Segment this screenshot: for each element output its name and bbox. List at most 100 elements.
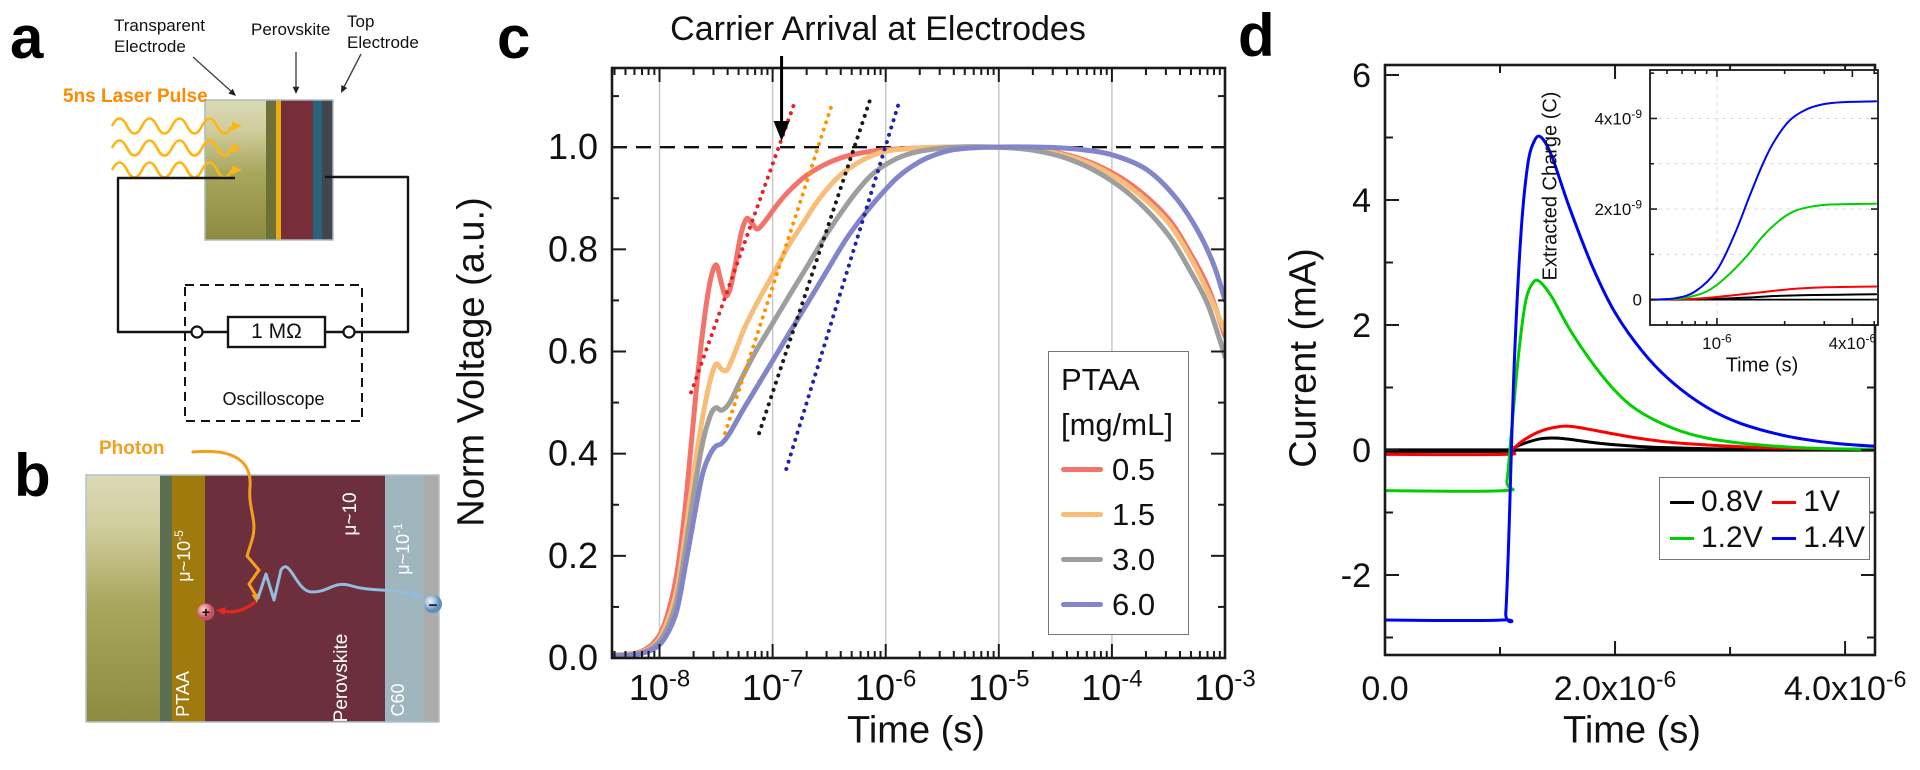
layer-top-electrode	[322, 100, 333, 240]
x-tick-label: 2.0x10-6	[1554, 666, 1677, 708]
oscilloscope-box	[184, 284, 363, 422]
series-1.5	[612, 144, 1225, 658]
panel-d-letter: d	[1238, 2, 1275, 69]
legend-entry-label: 1.4V	[1803, 521, 1865, 554]
wire-left	[116, 176, 235, 334]
electron-path	[256, 565, 418, 602]
panel-b-letter: b	[14, 442, 51, 509]
panel-d-legend: 0.8V 1V 1.2V 1.4V	[1659, 477, 1870, 560]
legend-entry: 1.2V	[1670, 520, 1772, 556]
oscilloscope-label: Oscilloscope	[222, 389, 325, 409]
panel-c-chart: 10-8 10-7 10-6 10-5 10-4 10-3 0.0 0.2 0.4 0.6 0.8 1…	[548, 56, 1256, 708]
panel-d-chart: 0.0 2.0x10-6 4.0x10-6 -2 0 2 4 6	[1341, 57, 1907, 708]
legend-entry-label: 6.0	[1112, 586, 1156, 622]
series-swatch	[1061, 557, 1103, 562]
panel-a-diagram	[110, 52, 410, 422]
callout-arrow	[342, 53, 362, 90]
inset-ylabel: Extracted Charge (C)	[1539, 91, 1562, 281]
inset-y-tick-label: 2x10-9	[1594, 198, 1642, 219]
series-swatch	[1772, 536, 1797, 540]
callout-line: Electrode	[347, 33, 419, 53]
legend-entry: 3.0	[1061, 537, 1188, 582]
legend-entry: 1V	[1772, 484, 1865, 520]
inset-x-tick-label: 4x10-6	[1829, 332, 1877, 353]
legend-entry-label: 1.5	[1112, 496, 1156, 532]
callout-arrow	[192, 56, 234, 94]
series-1.4V	[1385, 134, 1875, 624]
legend-entry: 0.5	[1061, 447, 1188, 492]
y-tick-label: 0.6	[548, 331, 598, 372]
panel-d-xlabel: Time (s)	[1563, 709, 1701, 752]
hole-sphere	[197, 603, 215, 621]
arrowhead	[292, 86, 300, 94]
laser-label: 5ns Laser Pulse	[63, 86, 208, 107]
layer-glass	[86, 475, 160, 722]
inset-series	[1650, 100, 1878, 301]
panel-a-letter: a	[10, 4, 44, 71]
panel-c-letter: c	[497, 4, 531, 71]
ptaa-layer-label: PTAA	[173, 671, 193, 717]
legend-title-line: PTAA	[1061, 362, 1140, 397]
terminal	[342, 325, 356, 339]
inset-xlabel: Time (s)	[1725, 354, 1799, 377]
arrowhead	[341, 85, 348, 93]
x-tick-label: 0.0	[1361, 670, 1408, 708]
series-swatch	[1061, 467, 1103, 472]
panel-d-inset: 10-6 4x10-6 0 2x10-9 4x10-9	[1594, 69, 1879, 353]
arrowhead	[228, 88, 236, 96]
y-tick-label: 4	[1352, 182, 1371, 220]
resistor-label: 1 MΩ	[251, 320, 302, 343]
inset-bg	[1650, 70, 1878, 325]
callout-perovskite: Perovskite	[251, 19, 330, 40]
inset-series-1.2V	[1650, 202, 1878, 301]
callout-line: Perovskite	[251, 20, 331, 39]
layer-c60	[313, 100, 322, 240]
tangent-line	[689, 99, 798, 395]
series-swatch	[1772, 500, 1797, 504]
callout-line: Transparent	[114, 16, 206, 35]
y-tick-label: 0	[1352, 432, 1371, 470]
panel-c-legend: PTAA [mg/mL] 0.5 1.5 3.0 6.0	[1048, 351, 1189, 635]
inset-series-1V	[1650, 285, 1878, 301]
series-3.0	[612, 144, 1225, 658]
x-tick-label: 4.0x10-6	[1784, 666, 1907, 708]
ptaa-mobility-label: μ~10-5	[172, 530, 194, 582]
panel-d-series	[1385, 134, 1875, 624]
tangent-line	[757, 99, 872, 436]
inset-x-tick-label: 10-6	[1702, 332, 1732, 353]
photon-label: Photon	[99, 438, 165, 459]
x-tick-label: 10-6	[855, 665, 916, 708]
y-tick-label: 0.0	[548, 637, 598, 678]
legend-entry-label: 3.0	[1112, 541, 1156, 577]
x-tick-label: 10-3	[1194, 665, 1255, 708]
y-tick-label: 1.0	[548, 126, 598, 167]
hole-symbol: +	[202, 604, 210, 620]
y-tick-label: -2	[1341, 557, 1371, 595]
laser-arrowhead	[232, 143, 242, 153]
hole-arrowhead	[216, 607, 226, 616]
inset-y-tick-label: 0	[1633, 291, 1642, 310]
c60-layer-label: C60	[388, 683, 408, 716]
photon-path	[191, 449, 261, 598]
panel-c-xlabel: Time (s)	[847, 709, 985, 752]
perovskite-mobility-label: μ~10	[340, 492, 361, 535]
legend-title-line: [mg/mL]	[1061, 407, 1173, 442]
callout-line: Electrode	[114, 37, 186, 57]
annotation-arrowhead	[773, 121, 790, 141]
tangent-line	[784, 99, 902, 471]
y-tick-label: 0.2	[548, 535, 598, 576]
legend-entry-label: 0.5	[1112, 451, 1156, 487]
device-outline	[204, 99, 334, 241]
legend-entry: 0.8V	[1670, 484, 1772, 520]
laser-wave	[110, 117, 234, 135]
terminal	[190, 325, 204, 339]
laser-wave	[110, 161, 234, 179]
panel-c-series	[612, 144, 1225, 658]
panel-d-ylabel: Current (mA)	[1282, 248, 1325, 468]
x-tick-label: 10-7	[742, 665, 803, 708]
perovskite-layer-label: Perovskite	[331, 634, 352, 723]
inset-frame	[1649, 69, 1879, 326]
callout-top-electrode: Top Electrode	[347, 11, 419, 54]
